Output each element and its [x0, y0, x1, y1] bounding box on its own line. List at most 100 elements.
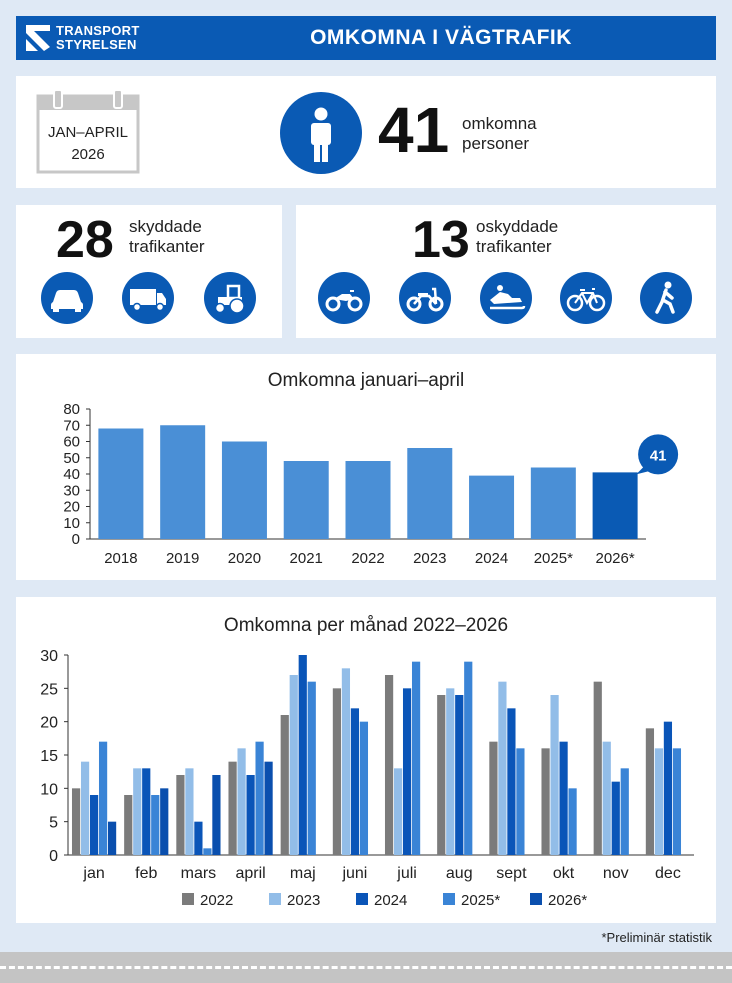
x-tick-label: 2021 — [290, 550, 323, 567]
bar-2026 — [592, 472, 638, 539]
x-tick-label: mars — [181, 865, 217, 882]
bar-jan-2023 — [80, 761, 90, 855]
bar-aug-2024 — [455, 695, 464, 855]
bar-nov-2022 — [593, 681, 602, 855]
legend-label: 2024 — [374, 892, 407, 909]
bicycle-icon — [566, 288, 606, 312]
person-circle — [280, 92, 362, 174]
snowmobile-icon — [490, 285, 526, 310]
bar-okt-2023 — [550, 695, 559, 855]
x-tick-label: 2026* — [596, 550, 635, 567]
calendar-icon — [36, 90, 140, 174]
unprotected-count: 13 — [412, 211, 470, 269]
y-tick-label: 30 — [63, 482, 80, 499]
bar-2023 — [407, 448, 453, 539]
bar-okt-2025 — [568, 788, 577, 855]
legend-label: 2022 — [200, 892, 233, 909]
logo-mark-icon — [26, 25, 50, 51]
road-center-line — [0, 966, 732, 969]
bar-sept-2025 — [516, 748, 525, 855]
bar-april-2025 — [255, 741, 264, 855]
yearly-chart-title: Omkomna januari–april — [267, 370, 465, 391]
bar-juni-2025 — [359, 721, 369, 855]
moped-icon — [406, 287, 444, 312]
bar-maj-2024 — [298, 655, 307, 855]
bar-juni-2024 — [350, 708, 360, 855]
protected-label: skyddade trafikanter — [129, 217, 205, 257]
bar-2020 — [221, 441, 267, 539]
x-tick-label: feb — [135, 865, 157, 882]
bar-mars-2026 — [212, 775, 221, 855]
bar-2021 — [283, 461, 329, 539]
y-tick-label: 0 — [72, 531, 80, 548]
x-tick-label: nov — [603, 865, 629, 882]
header-banner: TRANSPORT STYRELSEN OMKOMNA I VÄGTRAFIK — [16, 16, 716, 60]
page-title: OMKOMNA I VÄGTRAFIK — [310, 26, 572, 49]
bar-feb-2025 — [151, 795, 160, 855]
total-count: 41 — [378, 94, 450, 166]
bar-aug-2025 — [464, 661, 473, 855]
y-tick-label: 20 — [63, 499, 80, 516]
footnote: *Preliminär statistik — [601, 930, 712, 945]
logo-line2: STYRELSEN — [56, 37, 137, 52]
x-tick-label: 2023 — [413, 550, 446, 567]
bar-mars-2025 — [203, 848, 212, 855]
period-line1: JAN–APRIL — [47, 124, 129, 141]
bar-jan-2022 — [71, 788, 81, 855]
callout-bubble — [638, 434, 679, 475]
bar-feb-2024 — [142, 768, 151, 855]
bar-jan-2026 — [107, 821, 117, 855]
yearly-chart-card: Omkomna januari–april 0 10 20 30 40 50 60 70 80 2… — [16, 354, 716, 580]
y-tick-label: 20 — [40, 715, 58, 732]
bar-april-2024 — [246, 775, 255, 855]
transportstyrelsen-logo: TRANSPORT STYRELSEN — [24, 22, 174, 54]
unprotected-label-line1: oskyddade — [476, 217, 559, 236]
bar-2025 — [530, 467, 576, 539]
bar-juli-2023 — [393, 768, 403, 855]
bar-2022 — [345, 461, 391, 539]
x-tick-label: 2024 — [475, 550, 508, 567]
monthly-chart-card: Omkomna per månad 2022–2026 0 5 10 15 20 25 30… — [16, 597, 716, 923]
period-label: JAN–APRIL 2026 — [38, 122, 138, 166]
x-tick-label: juli — [396, 865, 417, 882]
x-tick-label: 2018 — [104, 550, 137, 567]
motorcycle-icon — [325, 290, 363, 312]
bar-juni-2022 — [332, 688, 342, 855]
protected-card: 28 skyddade trafikanter — [16, 205, 282, 338]
tractor-icon — [214, 284, 245, 314]
summary-card: JAN–APRIL 2026 41 omkomna personer — [16, 76, 716, 188]
bar-juli-2024 — [402, 688, 412, 855]
y-tick-label: 5 — [49, 815, 58, 832]
x-tick-label: 2022 — [351, 550, 384, 567]
x-tick-label: april — [235, 865, 265, 882]
legend-swatch — [530, 893, 542, 905]
legend-label: 2026* — [548, 892, 587, 909]
legend-label: 2025* — [461, 892, 500, 909]
y-tick-label: 10 — [63, 515, 80, 532]
bar-april-2022 — [228, 761, 237, 855]
y-tick-label: 60 — [63, 434, 80, 451]
logo-line1: TRANSPORT — [56, 23, 140, 38]
bar-nov-2025 — [620, 768, 629, 855]
bar-2019 — [160, 425, 206, 539]
unprotected-label: oskyddade trafikanter — [476, 217, 558, 257]
legend-swatch — [269, 893, 281, 905]
y-tick-label: 15 — [40, 748, 58, 765]
bar-maj-2022 — [280, 715, 289, 855]
x-tick-label: jan — [82, 865, 104, 882]
y-tick-label: 25 — [40, 681, 58, 698]
total-label-line2: personer — [462, 134, 530, 153]
pedestrian-circle — [640, 272, 692, 324]
bar-dec-2022 — [645, 728, 655, 855]
bar-mars-2022 — [176, 775, 185, 855]
period-line2: 2026 — [71, 146, 105, 163]
bar-2024 — [469, 475, 515, 539]
bar-sept-2023 — [498, 681, 507, 855]
bar-nov-2023 — [602, 741, 611, 855]
callout-label: 41 — [650, 447, 667, 464]
bar-okt-2022 — [541, 748, 550, 855]
bar-april-2026 — [264, 761, 273, 855]
y-tick-label: 0 — [49, 848, 58, 865]
y-tick-label: 10 — [40, 781, 58, 798]
